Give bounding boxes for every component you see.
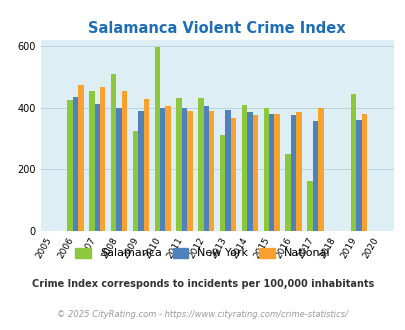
Bar: [143, 99, 149, 231]
Bar: [122, 90, 127, 231]
Bar: [263, 109, 269, 231]
Bar: [78, 85, 83, 231]
Bar: [290, 115, 296, 231]
Bar: [220, 135, 225, 231]
Bar: [355, 120, 361, 231]
Text: © 2025 CityRating.com - https://www.cityrating.com/crime-statistics/: © 2025 CityRating.com - https://www.city…: [58, 310, 347, 319]
Bar: [198, 98, 203, 231]
Bar: [72, 97, 78, 231]
Bar: [274, 114, 279, 231]
Bar: [132, 131, 138, 231]
Bar: [67, 100, 72, 231]
Bar: [94, 104, 100, 231]
Title: Salamanca Violent Crime Index: Salamanca Violent Crime Index: [88, 21, 345, 36]
Bar: [111, 74, 116, 231]
Bar: [361, 114, 366, 231]
Bar: [296, 112, 301, 231]
Bar: [176, 98, 181, 231]
Bar: [247, 112, 252, 231]
Bar: [230, 118, 236, 231]
Bar: [100, 87, 105, 231]
Bar: [203, 106, 209, 231]
Bar: [116, 108, 121, 231]
Bar: [165, 106, 171, 231]
Bar: [312, 121, 317, 231]
Bar: [285, 154, 290, 231]
Bar: [154, 47, 160, 231]
Bar: [187, 111, 192, 231]
Bar: [138, 111, 143, 231]
Legend: Salamanca, New York, National: Salamanca, New York, National: [71, 243, 334, 263]
Bar: [307, 181, 312, 231]
Bar: [209, 111, 214, 231]
Bar: [160, 108, 165, 231]
Bar: [269, 114, 274, 231]
Bar: [350, 94, 355, 231]
Bar: [225, 110, 230, 231]
Bar: [252, 115, 258, 231]
Bar: [89, 90, 94, 231]
Bar: [181, 108, 187, 231]
Text: Crime Index corresponds to incidents per 100,000 inhabitants: Crime Index corresponds to incidents per…: [32, 279, 373, 289]
Bar: [317, 109, 323, 231]
Bar: [241, 105, 247, 231]
